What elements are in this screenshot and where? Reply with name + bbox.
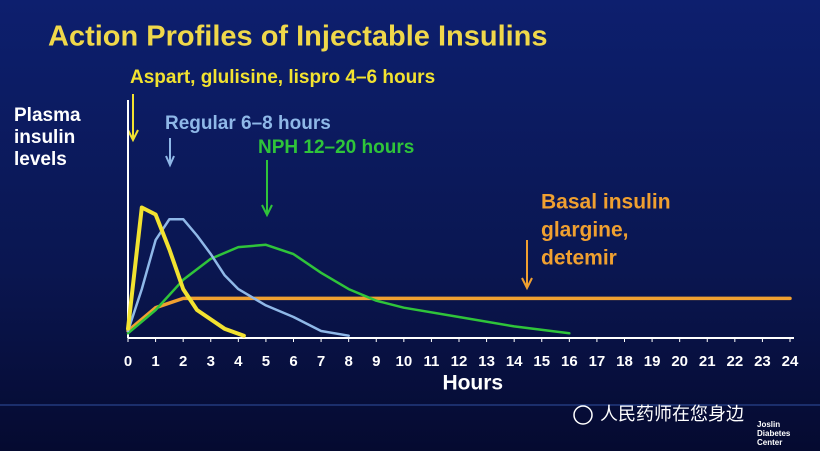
logo-text: Joslin bbox=[757, 420, 780, 429]
x-tick-label: 10 bbox=[395, 353, 412, 370]
x-tick-label: 14 bbox=[506, 353, 523, 370]
x-tick-label: 15 bbox=[533, 353, 550, 370]
arrows bbox=[127, 94, 533, 291]
x-tick-label: 18 bbox=[616, 353, 633, 370]
logo-text: Diabetes bbox=[757, 429, 791, 438]
x-axis-label: Hours bbox=[442, 372, 503, 395]
x-tick-label: 3 bbox=[207, 353, 215, 370]
series-line bbox=[126, 217, 350, 337]
watermark-icon bbox=[573, 405, 593, 425]
x-tick-label: 0 bbox=[124, 353, 132, 370]
x-tick-label: 12 bbox=[451, 353, 468, 370]
chart-title: Action Profiles of Injectable Insulins bbox=[48, 21, 548, 53]
x-tick-label: 1 bbox=[151, 353, 159, 370]
series-label: glargine, bbox=[541, 219, 629, 242]
x-tick-label: 21 bbox=[699, 353, 716, 370]
series-label: Regular 6–8 hours bbox=[165, 113, 331, 134]
logo-text: Center bbox=[757, 438, 782, 447]
x-tick-label: 22 bbox=[726, 353, 743, 370]
series-line bbox=[126, 243, 571, 335]
x-tick-label: 11 bbox=[423, 353, 439, 370]
x-tick-label: 9 bbox=[372, 353, 380, 370]
y-axis-label: Plasma bbox=[14, 105, 81, 126]
arrow bbox=[127, 94, 139, 143]
x-tick-label: 8 bbox=[344, 353, 352, 370]
x-tick-label: 2 bbox=[179, 353, 187, 370]
arrow bbox=[261, 160, 273, 218]
x-tick-label: 13 bbox=[478, 353, 495, 370]
arrow bbox=[521, 240, 533, 291]
x-tick-label: 4 bbox=[234, 353, 243, 370]
series-label: Basal insulin bbox=[541, 191, 671, 214]
watermark: 人民药师在您身边 bbox=[600, 404, 744, 424]
x-tick-label: 7 bbox=[317, 353, 325, 370]
series-label: NPH 12–20 hours bbox=[258, 137, 414, 158]
x-tick-label: 16 bbox=[561, 353, 578, 370]
x-tick-label: 17 bbox=[589, 353, 606, 370]
y-axis-label: levels bbox=[14, 149, 67, 170]
x-tick-label: 19 bbox=[644, 353, 661, 370]
arrow bbox=[165, 138, 175, 168]
x-tick-label: 5 bbox=[262, 353, 270, 370]
series-label: Aspart, glulisine, lispro 4–6 hours bbox=[130, 67, 435, 88]
x-tick-label: 23 bbox=[754, 353, 771, 370]
series-label: detemir bbox=[541, 247, 617, 270]
x-tick-label: 6 bbox=[289, 353, 297, 370]
x-tick-label: 20 bbox=[671, 353, 688, 370]
series-line bbox=[126, 296, 792, 333]
x-tick-label: 24 bbox=[782, 353, 799, 370]
y-axis-label: insulin bbox=[14, 127, 75, 148]
series-line bbox=[126, 205, 246, 338]
